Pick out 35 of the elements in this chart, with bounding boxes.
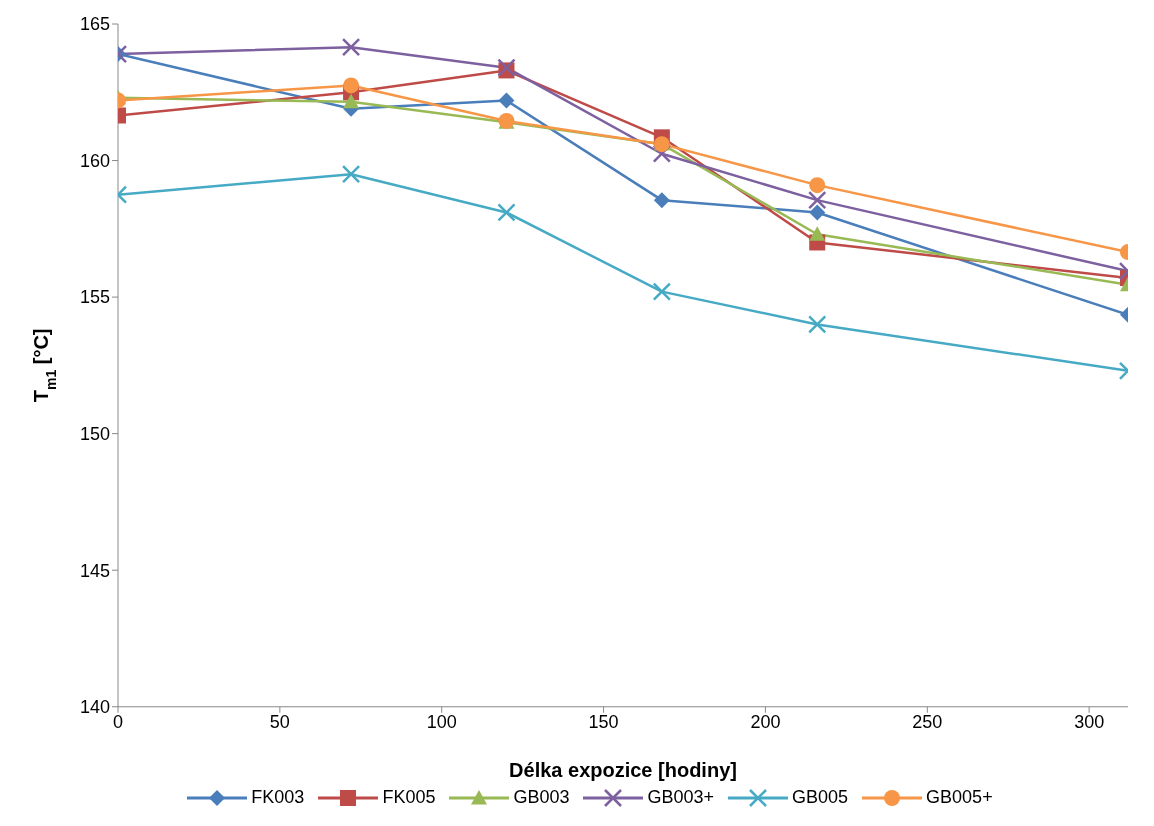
point [652,144,672,163]
y-tick-label: 145 [79,560,110,581]
x-tick-label: 300 [1074,711,1105,732]
point [341,37,361,57]
point [497,203,516,222]
point [807,190,827,210]
point [341,164,361,184]
legend-label: GB003 [512,786,570,807]
x-axis-title: Délka expozice [hodiny] [509,758,737,781]
x-tick-label: 50 [269,711,290,732]
point [653,192,670,209]
x-tick-label: 250 [912,711,943,732]
legend-label: FK005 [381,786,436,807]
legend-label: GB005 [791,786,849,807]
point [809,177,826,194]
legend-label: GB003+ [646,786,715,807]
x-tick-label: 100 [426,711,457,732]
point [809,204,826,221]
point [497,58,516,77]
y-tick-label: 165 [79,14,110,35]
x-tick-label: 150 [588,711,619,732]
point [498,92,515,109]
y-tick-label: 160 [79,150,110,171]
legend-label: FK003 [250,786,305,807]
point [652,282,672,301]
point [807,315,827,334]
y-tick-label: 155 [79,287,110,308]
point [343,93,360,109]
x-tick-label: 0 [112,711,124,732]
x-tick-label: 200 [750,711,781,732]
point [343,77,360,94]
legend-label: GB005+ [925,786,993,807]
y-tick-label: 140 [79,697,110,718]
point [809,226,826,241]
y-tick-label: 150 [79,424,110,445]
